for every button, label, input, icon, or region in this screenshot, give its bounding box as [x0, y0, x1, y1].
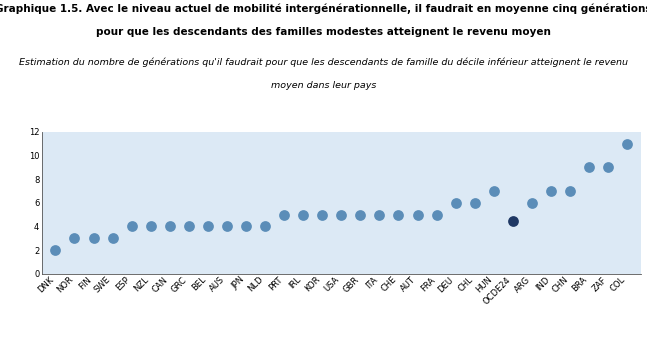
Point: [89, 236, 99, 241]
Point: [355, 212, 366, 217]
Point: [126, 224, 137, 229]
Text: moyen dans leur pays: moyen dans leur pays: [271, 81, 376, 90]
Point: [241, 224, 251, 229]
Point: [527, 200, 537, 206]
Point: [184, 224, 194, 229]
Point: [222, 224, 232, 229]
Point: [69, 236, 80, 241]
Point: [470, 200, 480, 206]
Text: pour que les descendants des familles modestes atteignent le revenu moyen: pour que les descendants des familles mo…: [96, 27, 551, 37]
Point: [508, 218, 518, 223]
Point: [393, 212, 404, 217]
Point: [317, 212, 327, 217]
Point: [622, 141, 632, 146]
Point: [584, 165, 594, 170]
Point: [412, 212, 422, 217]
Point: [546, 188, 556, 194]
Point: [260, 224, 270, 229]
Point: [107, 236, 118, 241]
Text: Estimation du nombre de générations qu'il faudrait pour que les descendants de f: Estimation du nombre de générations qu'i…: [19, 57, 628, 67]
Point: [279, 212, 289, 217]
Point: [565, 188, 575, 194]
Point: [203, 224, 213, 229]
Text: Graphique 1.5. Avec le niveau actuel de mobilité intergénérationnelle, il faudra: Graphique 1.5. Avec le niveau actuel de …: [0, 3, 647, 14]
Point: [336, 212, 347, 217]
Point: [603, 165, 613, 170]
Point: [488, 188, 499, 194]
Point: [50, 247, 61, 253]
Point: [374, 212, 384, 217]
Point: [146, 224, 156, 229]
Point: [450, 200, 461, 206]
Point: [432, 212, 442, 217]
Point: [164, 224, 175, 229]
Point: [298, 212, 309, 217]
